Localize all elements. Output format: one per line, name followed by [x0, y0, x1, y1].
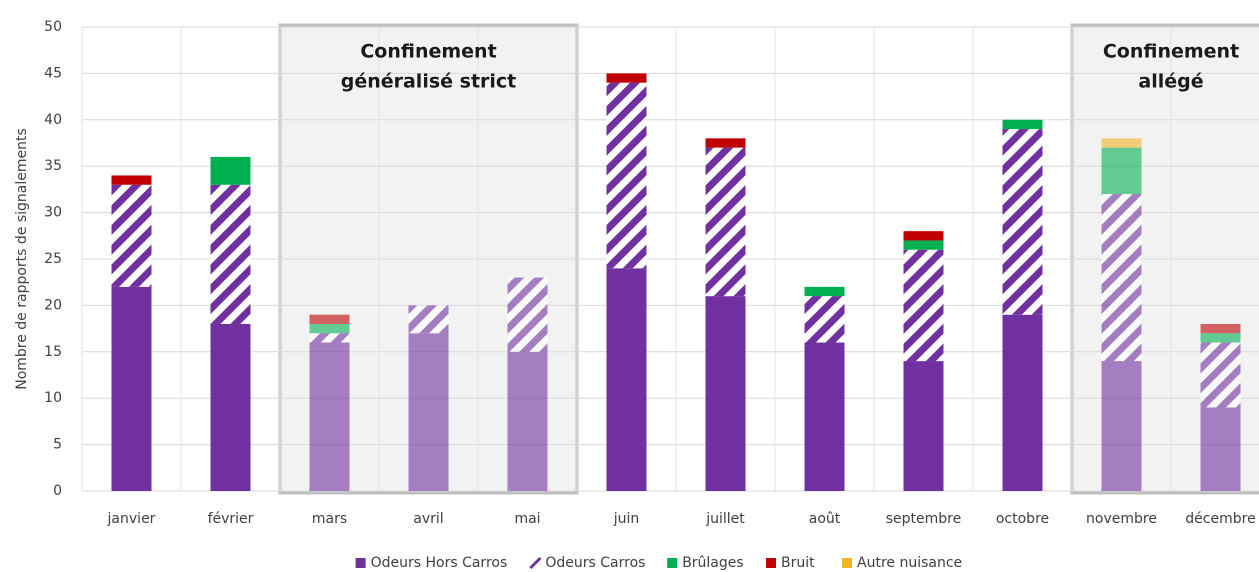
bar-segment — [309, 342, 350, 491]
x-tick-label: septembre — [886, 511, 961, 527]
legend-swatch — [842, 558, 852, 568]
y-tick-label: 50 — [44, 19, 62, 35]
annotation: généralisé strict — [341, 71, 517, 93]
bar-segment — [606, 73, 647, 83]
x-tick-label: mai — [514, 511, 540, 527]
bar-segment — [1002, 119, 1043, 130]
bar-segment — [705, 138, 746, 148]
legend-label: Bruit — [781, 555, 815, 571]
bar-segment — [705, 296, 746, 491]
bar-segment — [606, 268, 647, 491]
y-tick-label: 15 — [44, 344, 62, 360]
bar-segment — [903, 361, 944, 491]
annotation: Confinement — [1103, 41, 1239, 63]
bar-segment — [1101, 194, 1142, 362]
y-tick-label: 5 — [53, 437, 62, 453]
bar-segment — [111, 175, 152, 185]
y-tick-label: 30 — [44, 205, 62, 221]
bar-segment — [210, 184, 251, 324]
bar-segment — [1101, 147, 1142, 195]
bar-segment — [903, 249, 944, 362]
legend-swatch — [355, 558, 366, 568]
grid-layer — [81, 26, 1259, 492]
bar-segment — [1002, 314, 1043, 491]
legend-label: Autre nuisance — [857, 555, 962, 571]
legend-swatch — [667, 558, 678, 568]
bar-segment — [804, 296, 845, 343]
bar-segment — [1200, 323, 1241, 334]
annotation: allégé — [1138, 71, 1203, 93]
y-tick-label: 0 — [53, 483, 62, 499]
x-tick-label: juillet — [705, 511, 745, 527]
legend-label: Brûlages — [682, 555, 744, 571]
legend-label: Odeurs Carros — [545, 555, 645, 571]
bar-segment — [903, 240, 944, 250]
annotation: Confinement — [360, 41, 496, 63]
bar-segment — [903, 231, 944, 241]
bar-segment — [804, 342, 845, 491]
y-tick-label: 40 — [44, 112, 62, 128]
bar-segment — [1200, 342, 1241, 408]
bar-segment — [408, 305, 449, 334]
bar-segment — [705, 147, 746, 297]
legend-label: Odeurs Hors Carros — [371, 555, 508, 571]
x-tick-label: août — [809, 511, 841, 527]
y-axis-label: Nombre de rapports de signalements — [14, 128, 30, 390]
bar-layer — [111, 73, 1241, 491]
y-tick-label: 35 — [44, 158, 62, 174]
bar-segment — [507, 277, 548, 352]
bar-segment — [309, 314, 350, 324]
y-tick-label: 10 — [44, 390, 62, 406]
bar-segment — [309, 323, 350, 334]
y-tick-label: 25 — [44, 251, 62, 267]
bar-segment — [309, 333, 350, 343]
legend-swatch — [766, 558, 776, 568]
bar-segment — [606, 82, 647, 269]
bar-segment — [1101, 138, 1142, 148]
legend-swatch — [529, 556, 542, 570]
bar-segment — [111, 286, 152, 491]
bar-segment — [1200, 407, 1241, 491]
x-tick-label: novembre — [1086, 511, 1157, 527]
bar-segment — [507, 351, 548, 491]
bar-segment — [408, 333, 449, 491]
y-tick-label: 20 — [44, 297, 62, 313]
x-tick-label: octobre — [996, 511, 1049, 527]
bar-segment — [1200, 333, 1241, 343]
bar-segment — [210, 156, 251, 185]
bar-segment — [210, 323, 251, 491]
bar-segment — [1002, 129, 1043, 315]
x-tick-label: décembre — [1185, 511, 1255, 527]
x-tick-label: février — [208, 511, 254, 527]
bar-segment — [111, 184, 152, 287]
x-tick-label: mars — [312, 511, 347, 527]
x-tick-label: avril — [413, 511, 443, 527]
bar-segment — [1101, 361, 1142, 491]
bar-segment — [804, 286, 845, 297]
x-tick-label: janvier — [107, 511, 156, 527]
x-tick-label: juin — [613, 511, 640, 527]
y-tick-label: 45 — [44, 65, 62, 81]
